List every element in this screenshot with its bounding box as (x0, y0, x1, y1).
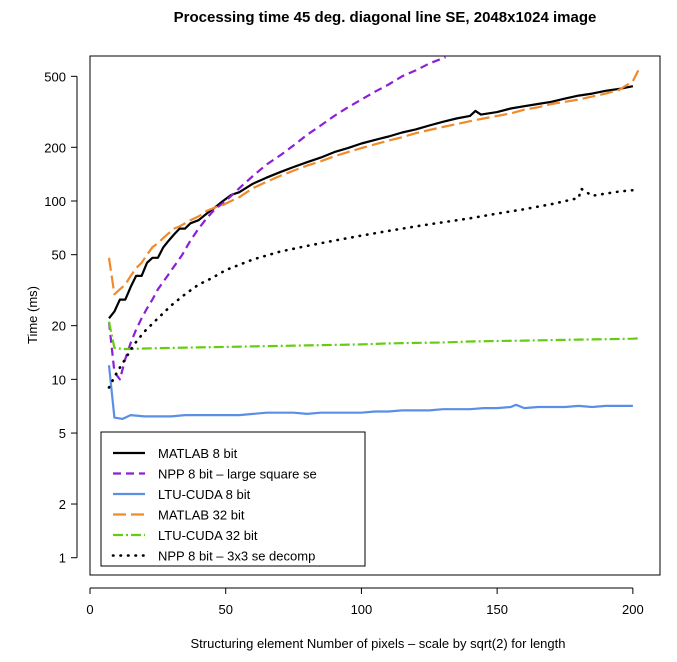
y-tick-label: 50 (52, 248, 66, 263)
x-axis-label: Structuring element Number of pixels – s… (190, 636, 565, 651)
series-line-1 (108, 85, 634, 319)
x-tick-label: 0 (86, 602, 93, 617)
series-line-6 (107, 187, 635, 389)
chart-title: Processing time 45 deg. diagonal line SE… (174, 9, 597, 26)
y-tick-label: 100 (44, 194, 66, 209)
y-tick-label: 5 (59, 426, 66, 441)
y-tick-label: 1 (59, 551, 66, 566)
y-axis: 1 2 5 10 20 50 100 200 500 (44, 69, 78, 566)
x-tick-label: 50 (218, 602, 232, 617)
legend-box (100, 431, 366, 567)
series-group (107, 56, 640, 420)
x-tick-label: 100 (351, 602, 373, 617)
legend-label-2: NPP 8 bit – large square se (158, 467, 317, 482)
legend-label-5: LTU-CUDA 32 bit (158, 528, 258, 543)
series-line-2 (107, 56, 446, 381)
y-tick-label: 2 (59, 497, 66, 512)
series-line-4 (107, 69, 640, 296)
x-axis: 0 50 100 150 200 (86, 587, 644, 617)
series-line-5 (107, 321, 639, 351)
series-layer (107, 56, 640, 420)
y-tick-label: 500 (44, 69, 66, 84)
y-tick-label: 10 (52, 372, 66, 387)
y-tick-label: 20 (52, 319, 66, 334)
legend-label-1: MATLAB 8 bit (158, 446, 238, 461)
plot-area-frame (89, 55, 661, 576)
legend-label-4: MATLAB 32 bit (158, 508, 245, 523)
y-axis-label: Time (ms) (25, 286, 40, 344)
x-tick-label: 200 (622, 602, 644, 617)
legend: MATLAB 8 bit NPP 8 bit – large square se L… (100, 431, 366, 567)
legend-label-3: LTU-CUDA 8 bit (158, 487, 251, 502)
y-tick-label: 200 (44, 140, 66, 155)
legend-label-6: NPP 8 bit – 3x3 se decomp (158, 549, 315, 564)
x-tick-label: 150 (486, 602, 508, 617)
series-line-3 (107, 365, 633, 420)
